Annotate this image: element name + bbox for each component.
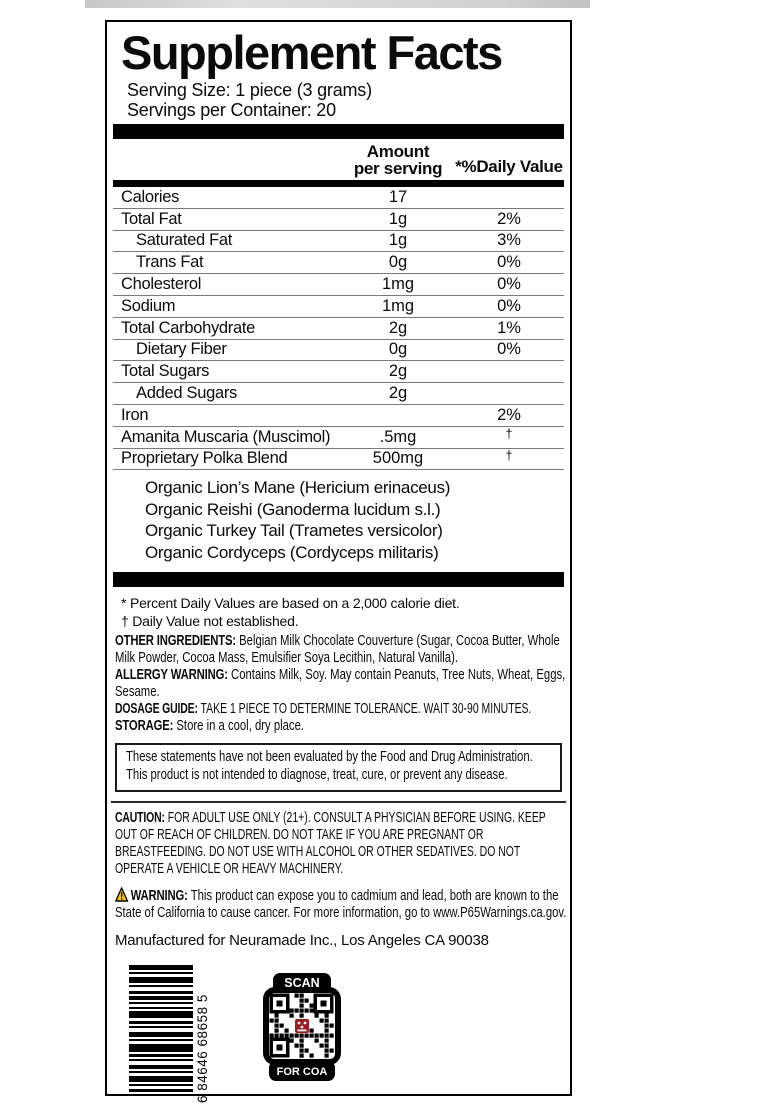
other-ingredients-label: OTHER INGREDIENTS: — [115, 633, 236, 650]
blend-ingredient: Organic Lion’s Mane (Hericium erinaceus) — [145, 478, 451, 498]
dosage-guide-label: DOSAGE GUIDE: — [115, 701, 198, 718]
table-row: Total Fat 1g 2% — [113, 209, 564, 231]
qr-scan-label: SCAN — [284, 976, 319, 990]
page-title: Supplement Facts — [121, 26, 503, 79]
thin-divider-header — [113, 180, 564, 187]
section-divider-line — [111, 801, 566, 804]
nutrition-table: Calories 17 Total Fat 1g 2% Saturated Fat 1g 3%… — [113, 187, 564, 471]
column-header-daily-value: *%Daily Value — [455, 157, 563, 176]
nutrient-daily-value: † — [505, 427, 513, 442]
qr-code: SCAN FOR COA — [263, 973, 341, 1082]
allergy-warning: ALLERGY WARNING: Contains Milk, Soy. May… — [115, 667, 570, 701]
nutrient-amount: 1g — [388, 231, 408, 250]
nutrient-name: Proprietary Polka Blend — [121, 449, 288, 468]
nutrient-daily-value: 0% — [497, 253, 521, 272]
other-ingredients-text: Belgian Milk Chocolate Couverture (Sugar… — [115, 633, 560, 667]
dosage-guide: DOSAGE GUIDE: TAKE 1 PIECE TO DETERMINE … — [115, 701, 570, 718]
caution-label: CAUTION: — [115, 810, 165, 827]
nutrient-amount: 17 — [388, 187, 408, 206]
table-header: Amount per serving *%Daily Value — [111, 139, 566, 180]
nutrient-daily-value: † — [505, 448, 513, 463]
manufacturer-line: Manufactured for Neuramade Inc., Los Ang… — [115, 932, 489, 950]
blend-ingredient: Organic Reishi (Ganoderma lucidum s.l.) — [145, 499, 441, 519]
nutrient-amount: 2g — [388, 362, 408, 381]
table-row: Calories 17 — [113, 187, 564, 209]
servings-per-container: Servings per Container: 20 — [127, 100, 336, 120]
upc-barcode: 6 84646 68658 5 — [129, 965, 210, 1104]
warning-triangle-icon — [115, 887, 129, 903]
nutrient-amount: 1mg — [381, 275, 415, 294]
codes-row: 6 84646 68658 5 SCAN FOR COA — [119, 959, 566, 1104]
storage: STORAGE: Store in a cool, dry place. — [115, 718, 570, 735]
nutrient-name: Total Fat — [121, 209, 182, 228]
nutrient-amount: 2g — [388, 318, 408, 337]
qr-for-coa-label: FOR COA — [277, 1066, 328, 1078]
blend-list: Organic Lion’s Mane (Hericium erinaceus)… — [111, 470, 566, 572]
table-row: Amanita Muscaria (Muscimol) .5mg † — [113, 427, 564, 449]
footnote-percent-dv: * Percent Daily Values are based on a 2,… — [121, 595, 460, 612]
nutrient-amount: 0g — [388, 253, 408, 272]
blend-ingredient: Organic Turkey Tail (Trametes versicolor… — [145, 521, 443, 541]
nutrient-name: Calories — [121, 187, 180, 206]
nutrient-daily-value: 1% — [497, 318, 521, 337]
nutrient-amount: 2g — [388, 384, 408, 403]
nutrient-daily-value: 2% — [497, 405, 521, 424]
allergy-warning-text: Contains Milk, Soy. May contain Peanuts,… — [115, 667, 566, 701]
amount-header-line2: per serving — [353, 159, 443, 178]
storage-label: STORAGE: — [115, 718, 174, 735]
nutrient-amount: .5mg — [379, 427, 417, 446]
table-row: Total Sugars 2g — [113, 361, 564, 384]
amount-header-line1: Amount — [366, 142, 430, 161]
prop65-warning-label: WARNING: — [130, 888, 188, 905]
nutrient-name: Trans Fat — [136, 253, 204, 272]
nutrient-name: Cholesterol — [121, 275, 202, 294]
prop65-warning: WARNING: This product can expose you to … — [115, 887, 570, 922]
nutrient-name: Sodium — [121, 296, 176, 315]
package-edge-strip — [85, 0, 590, 8]
table-row: Proprietary Polka Blend 500mg † — [113, 449, 564, 471]
serving-size: Serving Size: 1 piece (3 grams) — [127, 80, 372, 100]
nutrient-name: Added Sugars — [136, 384, 237, 403]
table-row: Sodium 1mg 0% — [113, 296, 564, 318]
caution-text: FOR ADULT USE ONLY (21+). CONSULT A PHYS… — [115, 810, 546, 878]
caution: CAUTION: FOR ADULT USE ONLY (21+). CONSU… — [115, 810, 570, 878]
nutrient-daily-value: 0% — [497, 275, 521, 294]
thick-divider-bottom — [113, 572, 564, 588]
barcode-digits: 6 84646 68658 5 — [195, 995, 210, 1104]
storage-text: Store in a cool, dry place. — [176, 718, 305, 735]
allergy-warning-label: ALLERGY WARNING: — [115, 667, 228, 684]
dosage-guide-text: TAKE 1 PIECE TO DETERMINE TOLERANCE. WAI… — [200, 701, 532, 718]
table-row: Cholesterol 1mg 0% — [113, 274, 564, 296]
supplement-facts-label: Supplement Facts Serving Size: 1 piece (… — [105, 20, 572, 1103]
table-row: Saturated Fat 1g 3% — [113, 231, 564, 253]
nutrient-amount: 1g — [388, 209, 408, 228]
table-row: Total Carbohydrate 2g 1% — [113, 318, 564, 340]
nutrient-name: Dietary Fiber — [136, 340, 227, 359]
nutrient-name: Saturated Fat — [136, 231, 233, 250]
fda-disclaimer-box: These statements have not been evaluated… — [115, 743, 562, 793]
nutrient-name: Amanita Muscaria (Muscimol) — [121, 427, 331, 446]
table-row: Added Sugars 2g — [113, 383, 564, 405]
other-ingredients: OTHER INGREDIENTS: Belgian Milk Chocolat… — [115, 633, 570, 667]
fda-disclaimer-text: These statements have not been evaluated… — [126, 749, 533, 783]
footnote-dv-not-established: † Daily Value not established. — [121, 612, 299, 629]
table-row: Dietary Fiber 0g 0% — [113, 340, 564, 362]
table-row: Iron 2% — [113, 405, 564, 427]
thick-divider-top — [113, 124, 564, 139]
nutrient-amount: 0g — [388, 340, 408, 359]
column-header-amount: Amount per serving — [342, 143, 454, 177]
nutrient-daily-value: 3% — [497, 231, 521, 250]
nutrient-amount: 500mg — [372, 449, 424, 468]
nutrient-amount: 1mg — [381, 296, 415, 315]
nutrient-name: Total Sugars — [121, 362, 210, 381]
table-row: Trans Fat 0g 0% — [113, 252, 564, 275]
prop65-warning-text: This product can expose you to cadmium a… — [115, 888, 567, 922]
nutrient-daily-value: 0% — [497, 296, 521, 315]
nutrient-daily-value: 0% — [497, 340, 521, 359]
nutrient-daily-value: 2% — [497, 209, 521, 228]
blend-ingredient: Organic Cordyceps (Cordyceps militaris) — [145, 542, 439, 562]
nutrient-name: Total Carbohydrate — [121, 318, 256, 337]
nutrient-name: Iron — [121, 405, 149, 424]
